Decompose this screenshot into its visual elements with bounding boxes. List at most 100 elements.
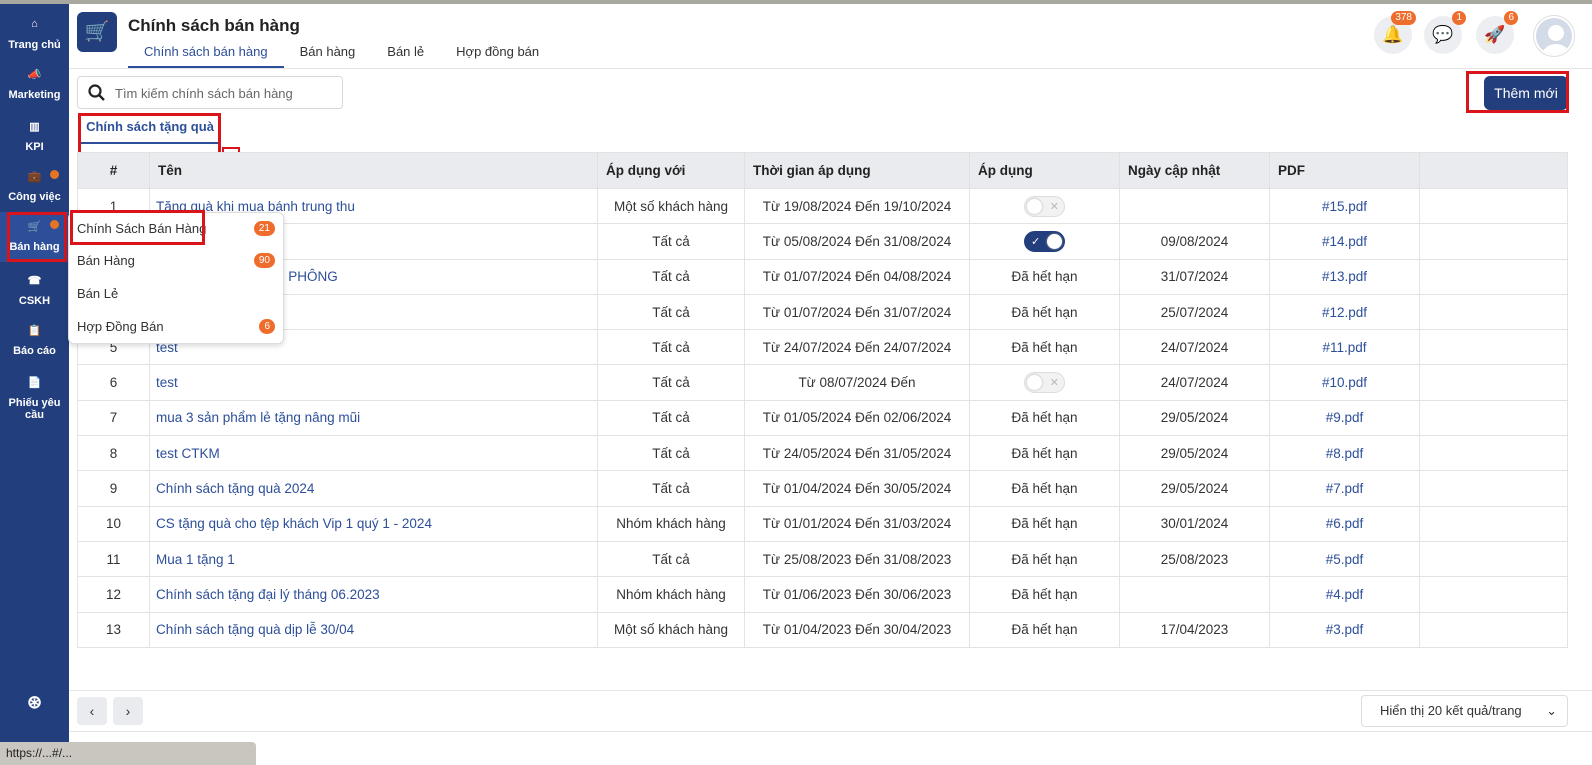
sidebar-item-5[interactable]: ☎ CSKH — [0, 266, 69, 316]
tab-ban-le[interactable]: Bán lẻ — [387, 44, 425, 59]
tab-ban-hang[interactable]: Bán hàng — [299, 44, 356, 59]
table-row[interactable]: 10 CS tặng quà cho tệp khách Vip 1 quý 1 … — [77, 505, 1568, 542]
applies-to: Tất cả — [597, 399, 745, 436]
table-row[interactable]: 8 test CTKM Tất cả Từ 24/05/2024 Đến 31/05/… — [77, 435, 1568, 471]
tab-chinh-sach[interactable]: Chính sách bán hàng — [128, 44, 284, 68]
tab-chinh-sach-tang-qua[interactable]: Chính sách tặng quà — [80, 119, 220, 144]
column-header: Ngày cập nhật — [1119, 152, 1270, 189]
avatar[interactable] — [1534, 16, 1574, 56]
notification-dot — [50, 220, 59, 229]
column-header-empty — [1419, 152, 1568, 189]
empty-cell — [1419, 258, 1568, 295]
highlight-box — [70, 210, 205, 245]
pdf-link[interactable]: #11.pdf — [1269, 329, 1420, 365]
table-row[interactable]: 13 Chính sách tặng quà dịp lễ 30/04 Một số… — [77, 611, 1568, 648]
apply-status[interactable]: ✓ — [969, 223, 1120, 260]
policy-name[interactable]: test — [149, 329, 598, 365]
table-row[interactable]: 11 Mua 1 tặng 1 Tất cả Từ 25/08/2023 Đến 31… — [77, 540, 1568, 577]
sidebar-item-4[interactable]: 🛒 Bán hàng — [0, 212, 69, 262]
apply-toggle[interactable]: ✓ — [1024, 230, 1065, 252]
pdf-link[interactable]: #10.pdf — [1269, 364, 1420, 401]
menu-item-label: Bán Hàng — [77, 253, 135, 268]
chat-icon[interactable]: 💬 1 — [1424, 11, 1466, 54]
page-title: Chính sách bán hàng — [128, 16, 300, 35]
empty-cell — [1419, 576, 1568, 613]
pdf-link[interactable]: #14.pdf — [1269, 223, 1420, 260]
policy-name[interactable]: Chính sách tặng quà 2024 — [149, 470, 598, 507]
policy-name[interactable]: test — [149, 364, 598, 401]
table-row[interactable]: 9 Chính sách tặng quà 2024 Tất cả Từ 01/04/… — [77, 470, 1568, 507]
menu-item[interactable]: Chính Sách Bán Hàng 21 — [69, 221, 283, 243]
table-row[interactable]: 7 mua 3 sản phẩm lẻ tặng nâng mũi Tất cả Từ… — [77, 399, 1568, 436]
pdf-link[interactable]: #6.pdf — [1269, 505, 1420, 542]
support-icon[interactable]: ⊛ — [26, 692, 43, 712]
window-top-border — [0, 0, 1592, 4]
pdf-link[interactable]: #7.pdf — [1269, 470, 1420, 507]
empty-cell — [1419, 435, 1568, 471]
bell-icon[interactable]: 🔔 378 — [1374, 11, 1416, 54]
sidebar-item-3[interactable]: 💼 Công việc — [0, 162, 69, 212]
pdf-link[interactable]: #4.pdf — [1269, 576, 1420, 613]
policy-name[interactable]: Chính sách tặng quà dịp lễ 30/04 — [149, 611, 598, 648]
updated-date: 24/07/2024 — [1119, 329, 1270, 365]
empty-cell — [1419, 611, 1568, 648]
page-size-select[interactable]: Hiển thị 20 kết quả/trang ⌄ — [1361, 695, 1568, 727]
sidebar-item-0[interactable]: ⌂ Trang chủ — [0, 10, 69, 60]
sidebar-item-1[interactable]: 📣 Marketing — [0, 60, 69, 110]
apply-status[interactable]: ✕ — [969, 187, 1120, 224]
header: 🛒 Chính sách bán hàng Chính sách bán hàn… — [69, 4, 1592, 69]
updated-date: 24/07/2024 — [1119, 364, 1270, 401]
apply-toggle[interactable]: ✕ — [1024, 372, 1065, 394]
prev-page-button[interactable]: ‹ — [77, 697, 107, 725]
policy-name[interactable]: test CTKM — [149, 435, 598, 471]
table-row[interactable]: 1 Tặng quà khi mua bánh trung thu Một số k… — [77, 187, 1568, 224]
column-header: Áp dụng — [969, 152, 1120, 189]
pdf-link[interactable]: #3.pdf — [1269, 611, 1420, 648]
menu-item[interactable]: Bán Lẻ — [69, 286, 283, 308]
sidebar-item-label: Phiếu yêu cầu — [8, 397, 61, 421]
pdf-link[interactable]: #9.pdf — [1269, 399, 1420, 436]
search-input[interactable]: Tìm kiếm chính sách bán hàng — [77, 76, 343, 109]
applies-to: Tất cả — [597, 293, 745, 330]
empty-cell — [1419, 329, 1568, 365]
highlight-box — [1466, 71, 1569, 113]
apply-toggle[interactable]: ✕ — [1024, 195, 1065, 217]
pdf-link[interactable]: #15.pdf — [1269, 187, 1420, 224]
apply-status: Đã hết hạn — [969, 258, 1120, 295]
sidebar: ⌂ Trang chủ 📣 Marketing ▥ KPI 💼 Công việc 🛒 Bán h… — [0, 4, 69, 765]
row-index: 10 — [77, 505, 150, 542]
tab-hop-dong[interactable]: Hợp đồng bán — [456, 44, 540, 59]
menu-item-label: Bán Lẻ — [77, 286, 119, 301]
pdf-link[interactable]: #12.pdf — [1269, 293, 1420, 330]
menu-item[interactable]: Hợp Đồng Bán 6 — [69, 319, 283, 341]
rocket-badge: 6 — [1504, 11, 1518, 25]
file-icon: 📄 — [27, 377, 42, 389]
table-row[interactable]: 6 test Tất cả Từ 08/07/2024 Đến ✕ 24/07/2024 #… — [77, 364, 1568, 401]
apply-status: Đã hết hạn — [969, 435, 1120, 471]
column-header: PDF — [1269, 152, 1420, 189]
ban-hang-dropdown-menu: Chính Sách Bán Hàng 21 Bán Hàng 90 Bán Lẻ Hợp… — [68, 212, 284, 344]
rocket-icon[interactable]: 🚀 6 — [1476, 11, 1518, 54]
sidebar-item-2[interactable]: ▥ KPI — [0, 112, 69, 162]
policy-name[interactable]: Mua 1 tặng 1 — [149, 540, 598, 577]
empty-cell — [1419, 187, 1568, 224]
pdf-link[interactable]: #5.pdf — [1269, 540, 1420, 577]
table-row[interactable]: 12 Chính sách tặng đại lý tháng 06.2023 Nh… — [77, 576, 1568, 613]
pdf-link[interactable]: #13.pdf — [1269, 258, 1420, 295]
table-row[interactable]: 5 test Tất cả Từ 24/07/2024 Đến 24/07/2024 Đ… — [77, 329, 1568, 365]
menu-item[interactable]: Bán Hàng 90 — [69, 253, 283, 275]
policy-name[interactable]: mua 3 sản phẩm lẻ tặng nâng mũi — [149, 399, 598, 436]
apply-status[interactable]: ✕ — [969, 364, 1120, 401]
apply-period: Từ 05/08/2024 Đến 31/08/2024 — [744, 223, 970, 260]
add-new-button[interactable]: Thêm mới — [1484, 76, 1568, 110]
sidebar-item-7[interactable]: 📄 Phiếu yêu cầu — [0, 368, 69, 421]
policy-name[interactable]: CS tặng quà cho tệp khách Vip 1 quý 1 - … — [149, 505, 598, 542]
policy-name[interactable]: Chính sách tặng đại lý tháng 06.2023 — [149, 576, 598, 613]
apply-period: Từ 01/05/2024 Đến 02/06/2024 — [744, 399, 970, 436]
next-page-button[interactable]: › — [113, 697, 143, 725]
sidebar-item-6[interactable]: 📋 Báo cáo — [0, 316, 69, 366]
pdf-link[interactable]: #8.pdf — [1269, 435, 1420, 471]
